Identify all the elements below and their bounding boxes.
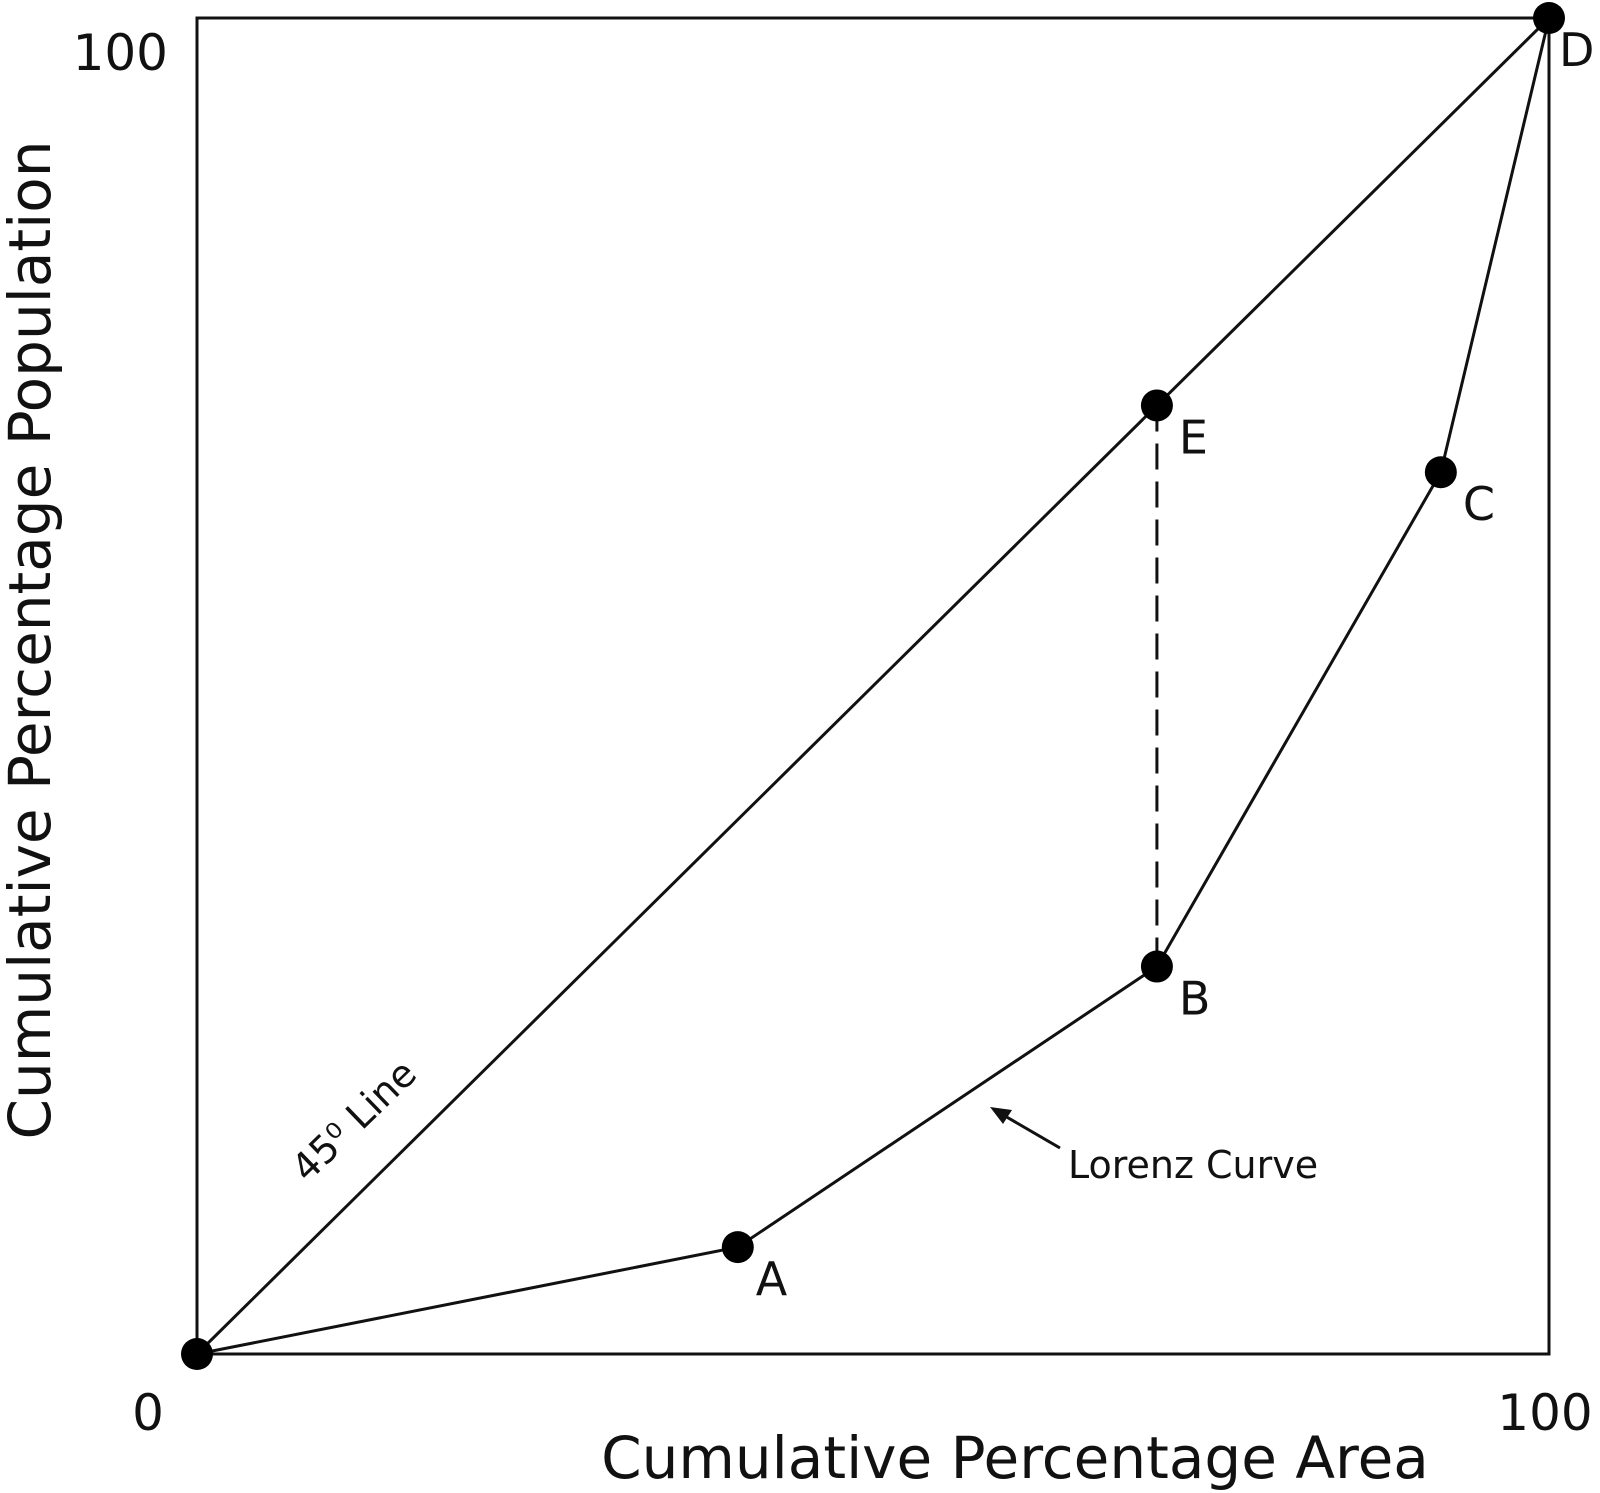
- point-label-d: D: [1559, 23, 1594, 77]
- point-label-e: E: [1179, 410, 1208, 464]
- x-tick-label-min: 0: [132, 1384, 164, 1442]
- x-tick-label-max: 100: [1497, 1384, 1592, 1442]
- series-layer: [195, 16, 1551, 1356]
- lorenz-curve-arrow: [997, 1110, 1061, 1150]
- point-marker-b: [1140, 950, 1173, 983]
- plot-frame: [195, 16, 1551, 1356]
- x-axis-title: Cumulative Percentage Area: [601, 1424, 1429, 1492]
- point-label-c: C: [1463, 477, 1495, 531]
- point-marker-e: [1140, 389, 1173, 422]
- y-tick-label-max: 100: [73, 24, 168, 82]
- point-marker-a: [721, 1231, 754, 1264]
- point-label-a: A: [756, 1252, 788, 1306]
- y-axis-title: Cumulative Percentage Population: [0, 141, 64, 1140]
- point-marker-origin: [181, 1338, 213, 1370]
- point-layer: A B C D E: [181, 2, 1594, 1370]
- point-marker-c: [1424, 456, 1457, 489]
- diagonal-line-label: 45⁰ Line: [283, 1051, 425, 1190]
- lorenz-curve-label: Lorenz Curve: [1068, 1143, 1318, 1187]
- series-line-45-degree: [195, 16, 1551, 1356]
- arrow-head-icon: [990, 1107, 1012, 1124]
- point-label-b: B: [1179, 972, 1211, 1026]
- point-marker-d: [1533, 2, 1565, 34]
